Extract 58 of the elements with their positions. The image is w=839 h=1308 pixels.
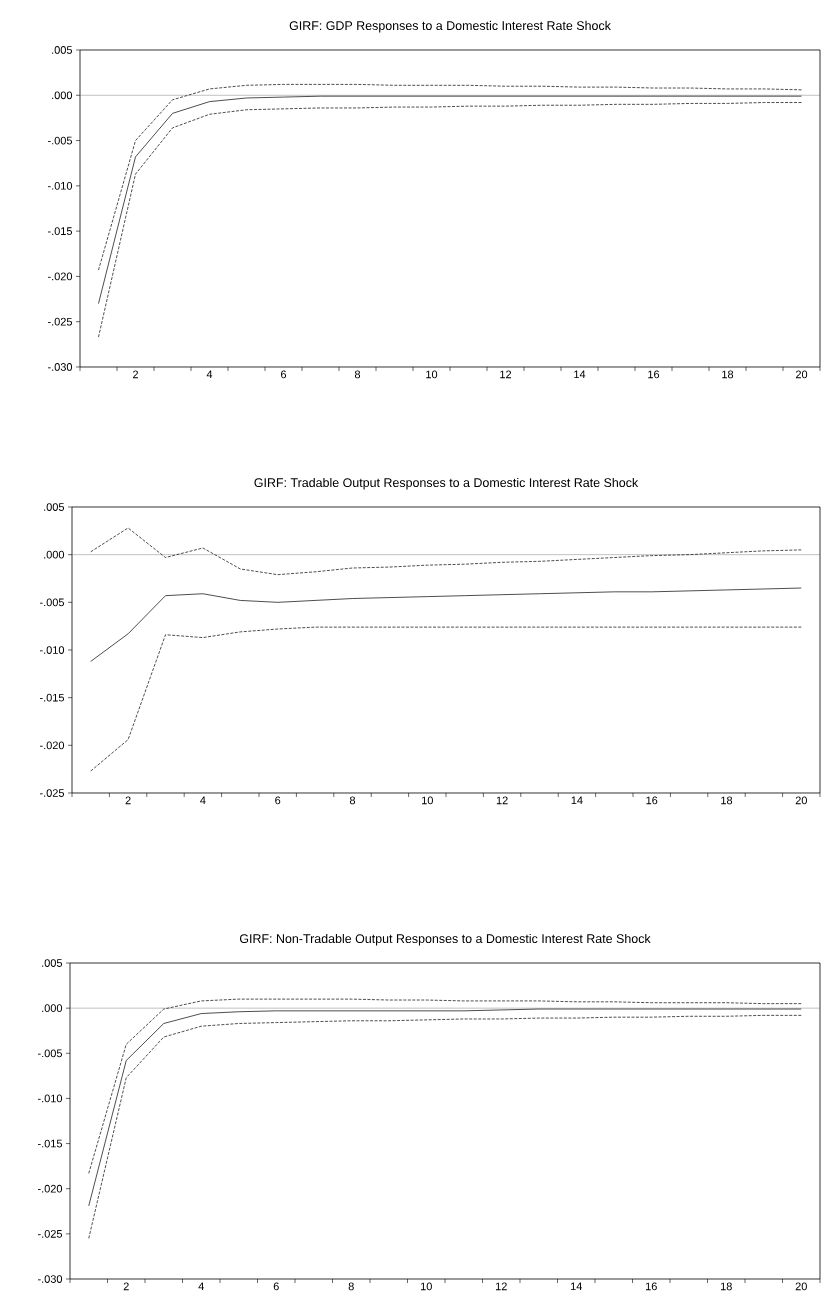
y-tick-label: -.020 <box>47 272 73 281</box>
y-tick-label: -.010 <box>47 181 73 190</box>
x-tick-label: 2 <box>125 796 131 805</box>
x-tick-label: 6 <box>273 1282 279 1291</box>
y-tick-label: -.030 <box>47 363 73 371</box>
y-tick-label: -.025 <box>37 1229 63 1238</box>
line-series <box>90 527 802 576</box>
x-tick-label: 2 <box>133 370 138 379</box>
x-tick-label: 6 <box>275 796 281 805</box>
y-tick-label: .005 <box>52 46 73 54</box>
x-tick-label: 16 <box>645 1282 657 1291</box>
y-tick-label: -.025 <box>47 317 73 326</box>
y-tick-label: .005 <box>42 959 63 967</box>
y-tick-label: -.015 <box>37 1139 63 1148</box>
y-tick-label: .005 <box>44 503 65 511</box>
x-tick-label: 8 <box>349 796 356 805</box>
line-series <box>90 587 802 662</box>
y-tick-label: -.015 <box>39 693 65 702</box>
x-tick-label: 12 <box>496 796 508 805</box>
x-tick-label: 18 <box>720 1282 732 1291</box>
chart-title: GIRF: Non-Tradable Output Responses to a Domestic Interest Rate Shock <box>239 933 651 946</box>
x-tick-label: 6 <box>281 370 287 379</box>
y-tick-label: -.005 <box>39 598 65 607</box>
y-tick-label: -.020 <box>37 1184 63 1193</box>
y-tick-label: .000 <box>42 1004 63 1013</box>
y-tick-label: -.010 <box>37 1094 63 1103</box>
x-tick-label: 20 <box>795 796 807 805</box>
y-tick-label: -.025 <box>39 789 65 797</box>
x-tick-label: 10 <box>420 1282 432 1291</box>
x-tick-label: 14 <box>570 1282 583 1291</box>
x-tick-label: 20 <box>795 370 808 379</box>
x-tick-label: 4 <box>200 796 206 805</box>
y-tick-label: -.020 <box>39 741 65 750</box>
y-tick-label: -.010 <box>39 646 65 654</box>
x-tick-label: 14 <box>574 370 586 379</box>
x-tick-label: 8 <box>348 1282 354 1291</box>
x-tick-label: 18 <box>722 370 734 379</box>
x-tick-label: 4 <box>198 1282 204 1291</box>
x-tick-label: 10 <box>426 370 438 379</box>
y-tick-label: -.005 <box>47 136 73 145</box>
x-tick-label: 12 <box>495 1282 507 1291</box>
y-tick-label: -.030 <box>37 1275 63 1283</box>
x-tick-label: 10 <box>422 796 433 805</box>
chart-title: GIRF: GDP Responses to a Domestic Interest Rate Shock <box>289 20 611 33</box>
x-tick-label: 12 <box>500 370 512 379</box>
y-tick-label: .000 <box>52 91 73 100</box>
x-tick-label: 20 <box>795 1282 807 1291</box>
x-tick-label: 4 <box>206 370 213 379</box>
x-tick-label: 18 <box>721 796 733 805</box>
x-tick-label: 2 <box>123 1282 129 1291</box>
x-tick-label: 14 <box>571 796 583 805</box>
x-tick-label: 16 <box>646 796 658 805</box>
y-tick-label: -.005 <box>37 1049 63 1058</box>
x-tick-label: 8 <box>354 370 361 379</box>
y-tick-label: .000 <box>44 550 65 559</box>
chart-title: GIRF: Tradable Output Responses to a Domestic Interest Rate Shock <box>254 477 639 490</box>
x-tick-label: 16 <box>648 370 660 379</box>
y-tick-label: -.015 <box>47 227 73 236</box>
